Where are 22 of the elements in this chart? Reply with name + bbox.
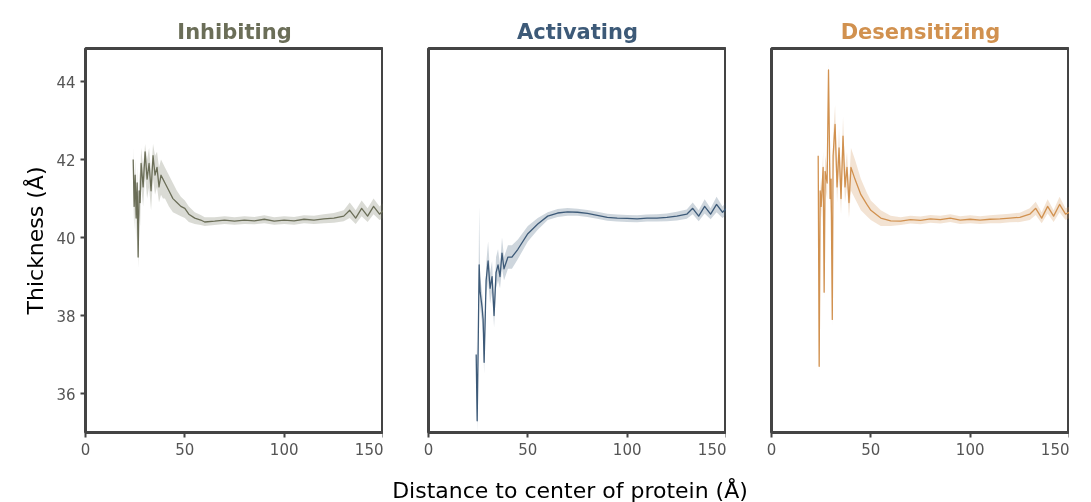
x-tick-label: 0 [80,440,91,459]
chart-title: Activating [516,19,639,44]
y-axis-title: Thickness (Å) [22,166,49,316]
x-tick-label: 100 [612,440,642,459]
x-tick-label: 0 [766,440,777,459]
chart-title: Desensitizing [840,19,1001,44]
x-tick-label: 0 [423,440,434,459]
chart-title: Inhibiting [177,19,292,44]
x-tick-label: 100 [955,440,985,459]
y-tick-label: 38 [56,307,76,326]
x-tick-label: 50 [175,440,195,459]
x-tick-label: 100 [269,440,299,459]
y-tick-label: 36 [56,385,76,404]
x-tick-label: 150 [1040,440,1070,459]
x-axis-title: Distance to center of protein (Å) [392,477,748,502]
y-tick-label: 42 [56,151,76,170]
y-tick-label: 40 [56,229,76,248]
y-tick-label: 44 [56,73,76,92]
x-tick-label: 50 [861,440,881,459]
x-tick-label: 50 [518,440,538,459]
x-tick-label: 150 [697,440,727,459]
x-tick-label: 150 [354,440,384,459]
